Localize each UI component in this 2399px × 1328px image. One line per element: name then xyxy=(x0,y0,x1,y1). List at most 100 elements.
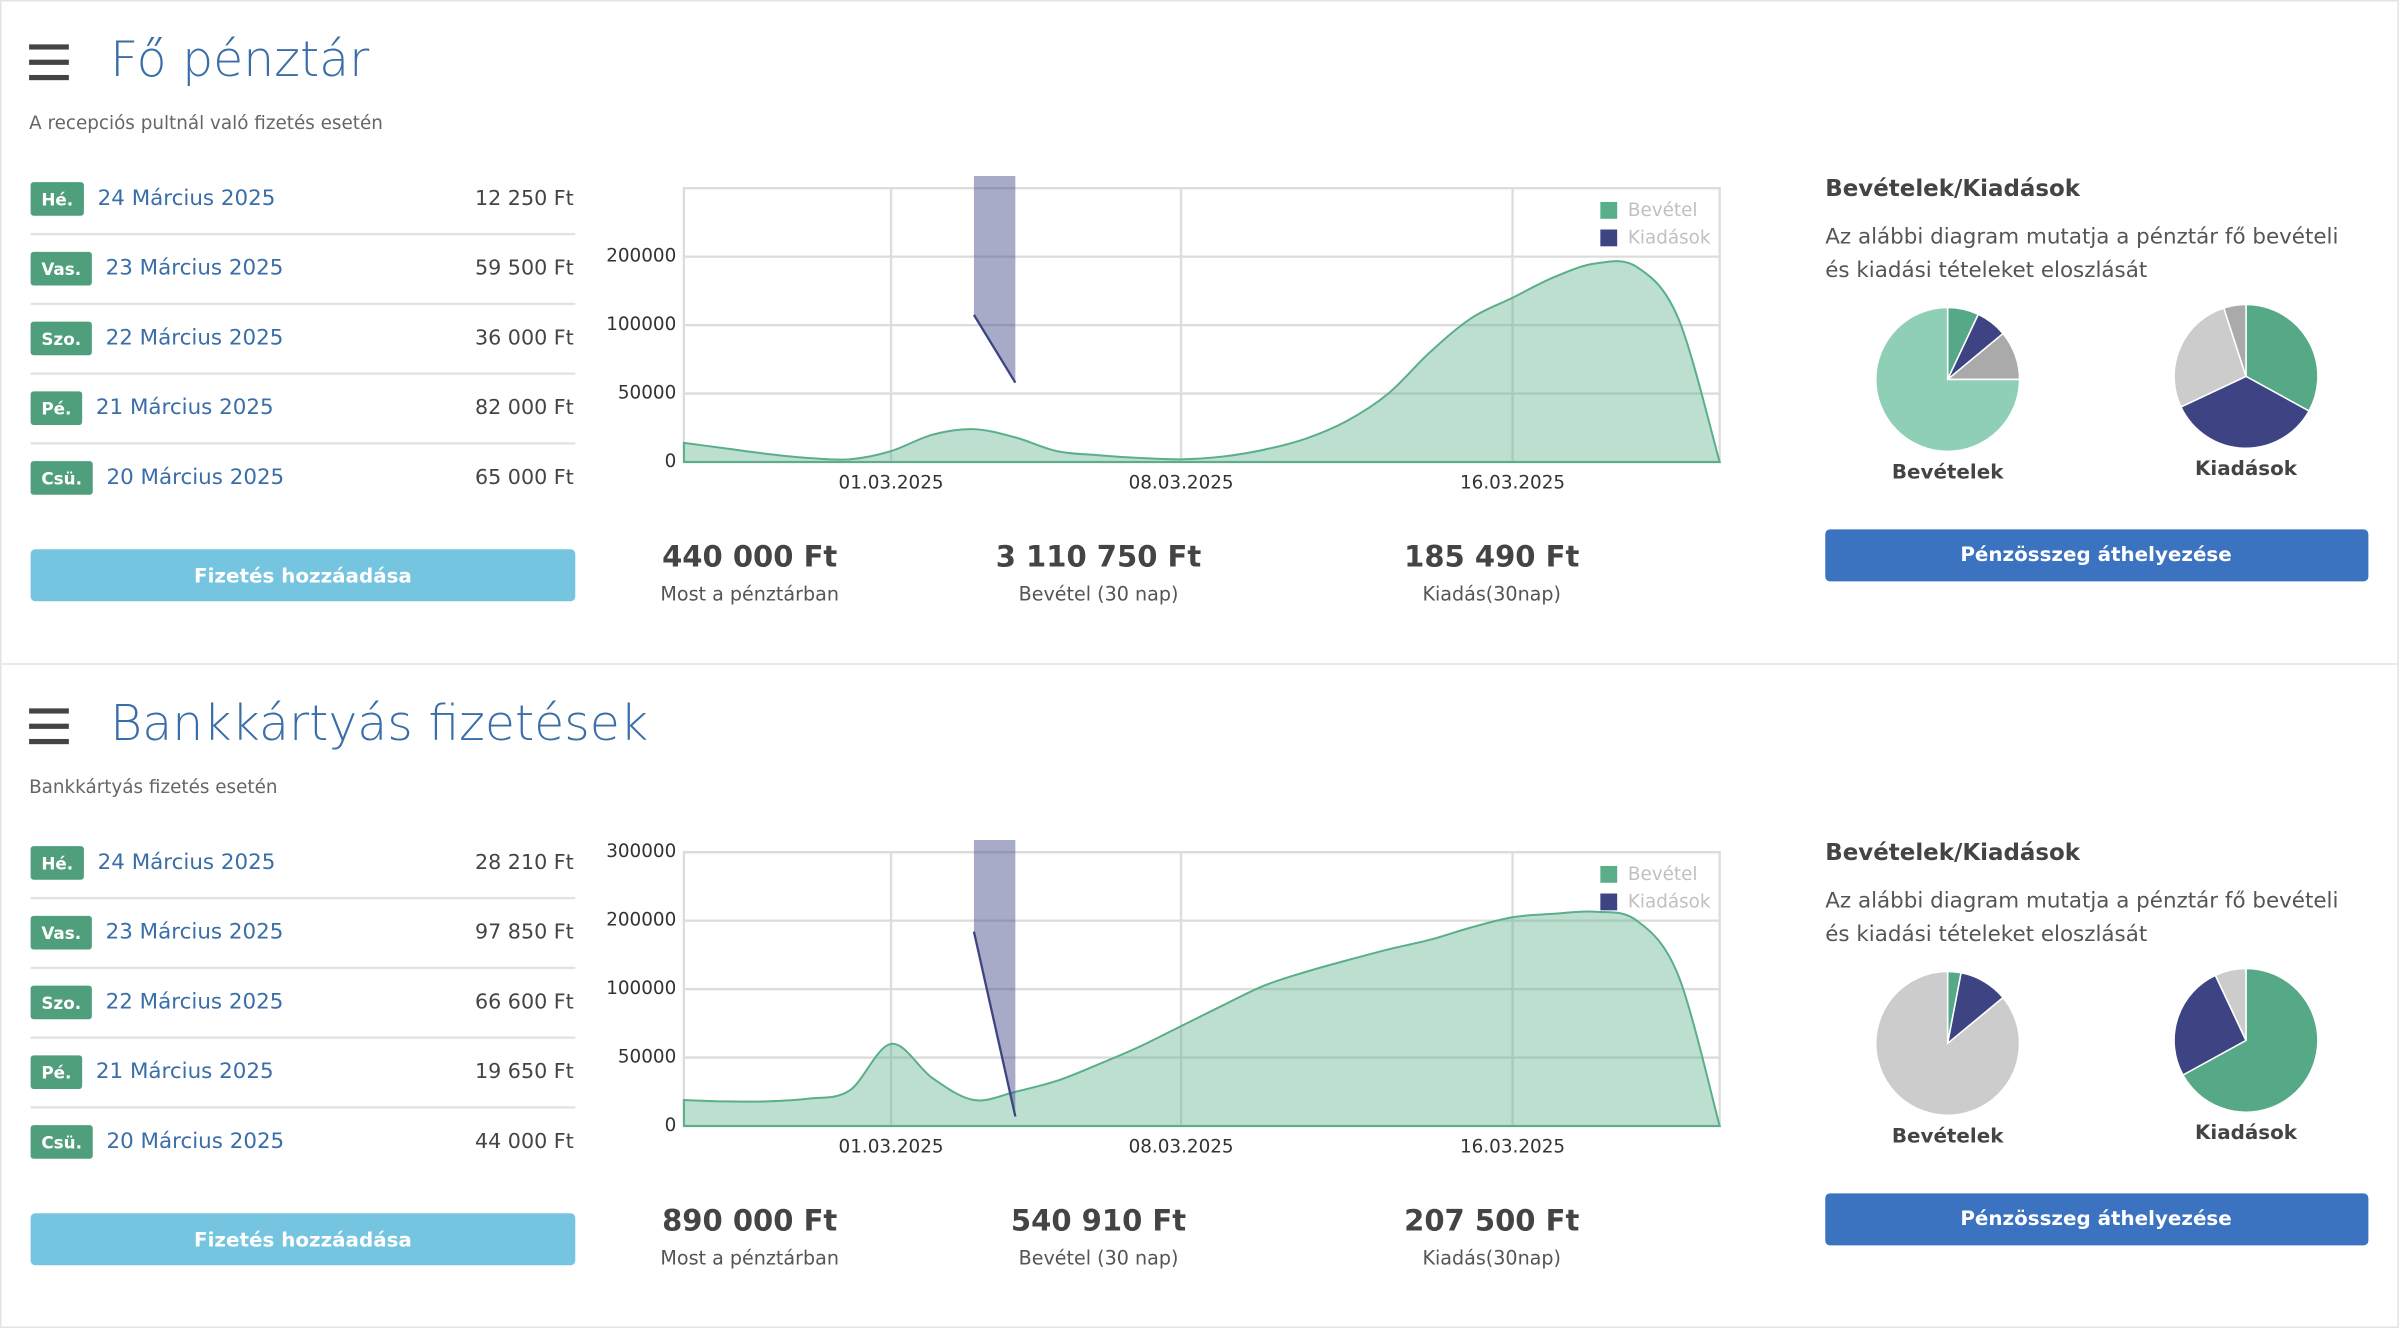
payment-date-link[interactable]: 23 Március 2025 xyxy=(106,256,284,281)
pie-label: Kiadások xyxy=(2195,1121,2298,1144)
y-tick-label: 100000 xyxy=(606,978,676,999)
button-label: Fizetés hozzáadása xyxy=(194,1228,412,1251)
legend-swatch xyxy=(1600,893,1618,911)
y-tick-label: 300000 xyxy=(606,841,676,862)
legend-swatch xyxy=(1600,201,1618,219)
x-tick-label: 16.03.2025 xyxy=(1460,472,1565,493)
pie-chart: Kiadások xyxy=(2173,967,2319,1144)
stat-value: 3 110 750 Ft xyxy=(996,539,1202,573)
menu-bar xyxy=(29,74,69,81)
button-background xyxy=(1825,529,2369,582)
stat-label: Bevétel (30 nap) xyxy=(1019,1247,1179,1270)
stat-label: Most a pénztárban xyxy=(660,583,839,606)
payment-row: Csü. 20 Március 2025 65 000 Ft xyxy=(30,461,574,495)
y-tick-label: 0 xyxy=(665,1115,677,1136)
day-badge-label: Vas. xyxy=(41,923,81,943)
x-tick-label: 01.03.2025 xyxy=(839,1136,944,1157)
day-badge-label: Vas. xyxy=(41,259,81,279)
income-area xyxy=(682,260,1722,464)
legend-swatch xyxy=(1600,229,1618,247)
cash-panel: Fő pénztár A recepciós pultnál való fizet… xyxy=(29,31,2369,606)
day-badge xyxy=(30,182,84,216)
stat-label: Kiadás(30nap) xyxy=(1422,583,1561,606)
pies-description-box: Az alábbi diagram mutatja a pénztár fő b… xyxy=(1825,225,2338,283)
y-tick-label: 50000 xyxy=(618,1047,676,1068)
payment-amount: 12 250 Ft xyxy=(475,186,574,210)
panel-subtitle: Bankkártyás fizetés esetén xyxy=(29,777,277,798)
pie-slice xyxy=(2245,303,2319,413)
transfer-button[interactable]: Pénzösszeg áthelyezése xyxy=(1825,529,2369,582)
menu-bar xyxy=(29,59,69,65)
stat-label: Bevétel (30 nap) xyxy=(1019,583,1179,606)
payment-amount: 44 000 Ft xyxy=(475,1129,574,1153)
day-badge-label: Szo. xyxy=(41,329,81,349)
day-badge-label: Pé. xyxy=(41,1063,71,1083)
panel-title: Fő pénztár xyxy=(110,31,370,88)
payment-row: Hé. 24 Március 2025 28 210 Ft xyxy=(30,846,576,900)
button-background xyxy=(1825,1193,2369,1246)
payment-date-link[interactable]: 24 Március 2025 xyxy=(98,850,276,875)
button-label: Pénzösszeg áthelyezése xyxy=(1960,1207,2231,1230)
payment-date-link[interactable]: 21 Március 2025 xyxy=(96,395,274,420)
payment-amount: 97 850 Ft xyxy=(475,920,574,944)
pie-slice xyxy=(2173,974,2247,1077)
payment-date-link[interactable]: 20 Március 2025 xyxy=(107,1129,285,1154)
payment-row: Szo. 22 Március 2025 36 000 Ft xyxy=(30,321,576,375)
pie-label: Bevételek xyxy=(1892,460,2004,483)
menu-button[interactable] xyxy=(29,708,69,745)
add-payment-button[interactable]: Fizetés hozzáadása xyxy=(30,1213,576,1266)
payment-amount: 19 650 Ft xyxy=(475,1059,574,1083)
menu-bar xyxy=(29,723,69,729)
pies-description: Az alábbi diagram mutatja a pénztár fő b… xyxy=(1825,888,2339,948)
pie-label: Kiadások xyxy=(2195,457,2298,480)
stat-value: 185 490 Ft xyxy=(1404,539,1579,573)
menu-bar xyxy=(29,708,69,714)
y-tick-label: 200000 xyxy=(606,910,676,931)
pies-title: Bevételek/Kiadások xyxy=(1825,840,2081,866)
pie-slice xyxy=(2181,967,2319,1114)
cash-panel: Bankkártyás fizetések Bankkártyás fizetés… xyxy=(29,695,2369,1270)
pie-chart: Bevételek xyxy=(1874,306,2021,483)
x-tick-label: 08.03.2025 xyxy=(1129,1136,1234,1157)
y-tick-label: 0 xyxy=(665,451,677,472)
x-tick-label: 01.03.2025 xyxy=(839,472,944,493)
expense-line xyxy=(972,314,1017,384)
menu-button[interactable] xyxy=(29,44,69,81)
day-badge xyxy=(30,985,92,1020)
pie-chart: Bevételek xyxy=(1874,970,2021,1147)
day-badge-label: Csü. xyxy=(41,468,82,488)
transfer-button[interactable]: Pénzösszeg áthelyezése xyxy=(1825,1193,2369,1246)
payment-date-link[interactable]: 21 Március 2025 xyxy=(96,1059,274,1084)
x-tick-label: 16.03.2025 xyxy=(1460,1136,1565,1157)
y-tick-label: 50000 xyxy=(618,383,676,404)
x-tick-label: 08.03.2025 xyxy=(1129,472,1234,493)
button-label: Fizetés hozzáadása xyxy=(194,564,412,587)
payment-row: Pé. 21 Március 2025 82 000 Ft xyxy=(30,391,576,445)
stat-value: 540 910 Ft xyxy=(1011,1203,1186,1237)
payment-date-link[interactable]: 23 Március 2025 xyxy=(106,920,284,945)
button-background xyxy=(30,1213,576,1266)
day-badge-label: Csü. xyxy=(41,1132,82,1152)
stat-value: 207 500 Ft xyxy=(1404,1203,1579,1237)
payment-date-link[interactable]: 22 Március 2025 xyxy=(106,989,284,1014)
stat-value: 890 000 Ft xyxy=(662,1203,837,1237)
payment-date-link[interactable]: 22 Március 2025 xyxy=(106,325,284,350)
payment-row: Pé. 21 Március 2025 19 650 Ft xyxy=(30,1055,576,1109)
pie-slice xyxy=(1874,970,2021,1117)
pie-slice xyxy=(2173,307,2247,409)
day-badge xyxy=(30,1055,83,1090)
pie-slice xyxy=(2179,375,2311,450)
add-payment-button[interactable]: Fizetés hozzáadása xyxy=(30,549,576,602)
legend-label: Kiadások xyxy=(1628,228,1711,249)
expense-line xyxy=(972,931,1017,1117)
payment-amount: 82 000 Ft xyxy=(475,395,574,419)
payment-date-link[interactable]: 20 Március 2025 xyxy=(107,465,285,490)
payment-amount: 66 600 Ft xyxy=(475,989,574,1013)
payment-date-link[interactable]: 24 Március 2025 xyxy=(98,186,276,211)
day-badge-label: Pé. xyxy=(41,399,71,419)
day-badge xyxy=(30,391,83,426)
panel-subtitle: A recepciós pultnál való fizetés esetén xyxy=(29,113,383,134)
panel-title: Bankkártyás fizetések xyxy=(110,695,648,752)
pie-slice xyxy=(2214,967,2247,1041)
